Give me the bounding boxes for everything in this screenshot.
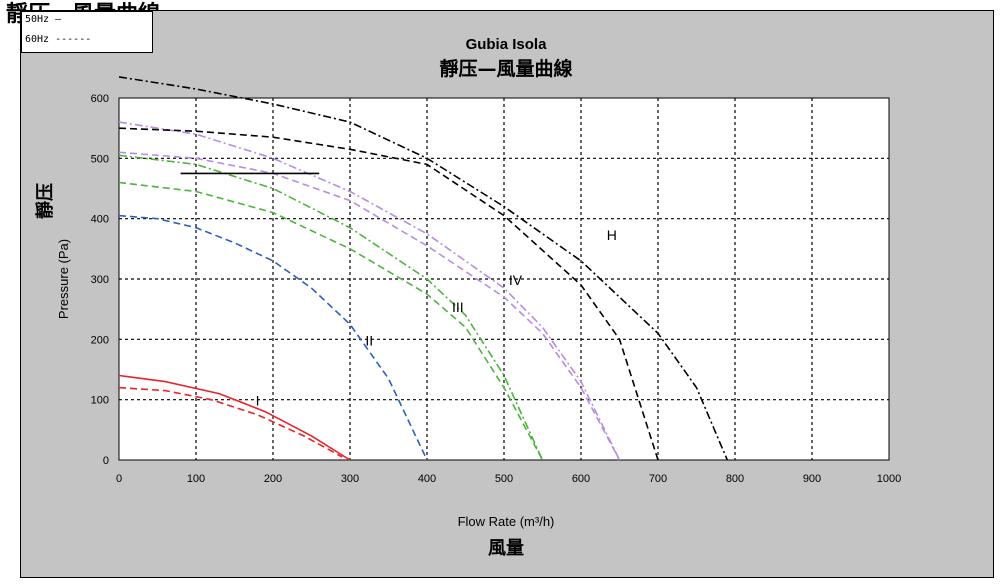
- x-tick-label: 100: [187, 473, 205, 485]
- legend-sample: —: [55, 14, 62, 25]
- x-tick-label: 400: [418, 473, 436, 485]
- x-tick-label: 500: [495, 473, 513, 485]
- y-axis-label: Pressure (Pa): [56, 239, 71, 319]
- x-axis-label: Flow Rate (m³/h): [458, 514, 555, 529]
- series-line-8: [118, 76, 729, 461]
- x-tick-label: 1000: [877, 473, 901, 485]
- axis-ticks: 0 100 200 300 400 500 600 700 800 900 1000 0 100 200 3…: [91, 93, 902, 485]
- chart-frame: 0 100 200 300 400 500 600 700 800 900 1000 0 100 200 3…: [20, 10, 994, 578]
- series-lines: [118, 76, 729, 461]
- x-tick-label: 700: [649, 473, 667, 485]
- legend-sample: ------: [55, 34, 92, 45]
- y-axis-label-cn: 靜压: [34, 183, 56, 219]
- x-tick-label: 800: [726, 473, 744, 485]
- curve-label: IV: [509, 272, 523, 288]
- x-tick-label: 600: [572, 473, 590, 485]
- pressure-flow-chart: 0 100 200 300 400 500 600 700 800 900 1000 0 100 200 3…: [34, 36, 902, 559]
- x-axis-label-cn: 風量: [488, 537, 524, 559]
- x-tick-label: 0: [116, 473, 122, 485]
- y-tick-label: 500: [91, 153, 109, 165]
- x-tick-label: 200: [264, 473, 282, 485]
- legend-label: 50Hz: [25, 14, 50, 25]
- grid-lines: [119, 98, 889, 460]
- legend-entry-50hz: 50Hz —: [25, 14, 61, 28]
- x-tick-label: 900: [803, 473, 821, 485]
- series-line-5: [118, 181, 544, 461]
- y-tick-label: 400: [91, 214, 109, 226]
- chart-title: Gubia Isola: [466, 36, 548, 53]
- curve-label: H: [607, 227, 617, 243]
- chart-subtitle: 靜压—風量曲線: [439, 57, 572, 80]
- y-tick-label: 200: [91, 334, 109, 346]
- x-tick-label: 300: [341, 473, 359, 485]
- series-line-6: [118, 121, 621, 461]
- curve-label: II: [365, 332, 373, 348]
- y-tick-label: 300: [91, 274, 109, 286]
- y-tick-label: 0: [103, 455, 109, 467]
- curve-label: I: [256, 393, 260, 409]
- y-tick-label: 600: [91, 93, 109, 105]
- legend-box: 50Hz — 60Hz ------: [21, 11, 153, 53]
- legend-label: 60Hz: [25, 34, 50, 45]
- series-line-9: [118, 127, 659, 461]
- series-line-7: [118, 151, 621, 461]
- series-line-1: [118, 374, 351, 461]
- series-line-2: [118, 386, 343, 458]
- y-tick-label: 100: [91, 395, 109, 407]
- curve-label: III: [452, 299, 464, 315]
- series-line-4: [118, 154, 544, 461]
- legend-entry-60hz: 60Hz ------: [25, 34, 91, 48]
